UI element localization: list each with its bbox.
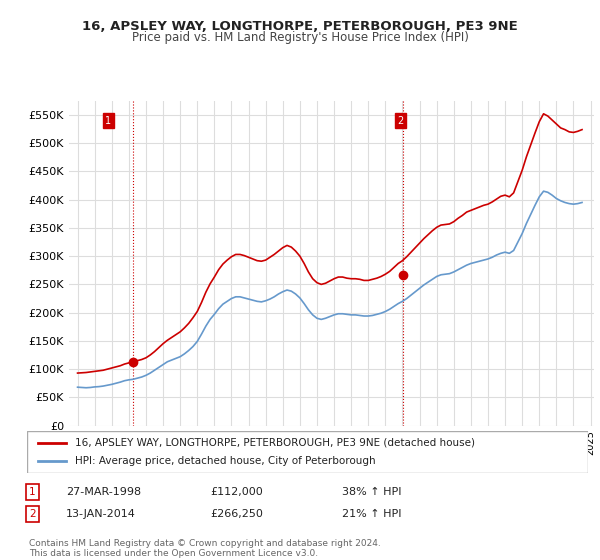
Text: 1: 1 [29, 487, 35, 497]
Text: 16, APSLEY WAY, LONGTHORPE, PETERBOROUGH, PE3 9NE (detached house): 16, APSLEY WAY, LONGTHORPE, PETERBOROUGH… [74, 438, 475, 448]
Text: £112,000: £112,000 [210, 487, 263, 497]
Text: 1: 1 [105, 115, 112, 125]
Text: 21% ↑ HPI: 21% ↑ HPI [342, 509, 401, 519]
Text: 38% ↑ HPI: 38% ↑ HPI [342, 487, 401, 497]
Text: HPI: Average price, detached house, City of Peterborough: HPI: Average price, detached house, City… [74, 456, 376, 466]
Text: 2: 2 [29, 509, 35, 519]
Text: £266,250: £266,250 [210, 509, 263, 519]
Text: 16, APSLEY WAY, LONGTHORPE, PETERBOROUGH, PE3 9NE: 16, APSLEY WAY, LONGTHORPE, PETERBOROUGH… [82, 20, 518, 32]
Text: 2: 2 [398, 115, 404, 125]
Text: Contains HM Land Registry data © Crown copyright and database right 2024.
This d: Contains HM Land Registry data © Crown c… [29, 539, 380, 558]
Text: 13-JAN-2014: 13-JAN-2014 [66, 509, 136, 519]
Text: 27-MAR-1998: 27-MAR-1998 [66, 487, 141, 497]
Text: Price paid vs. HM Land Registry's House Price Index (HPI): Price paid vs. HM Land Registry's House … [131, 31, 469, 44]
FancyBboxPatch shape [27, 431, 588, 473]
